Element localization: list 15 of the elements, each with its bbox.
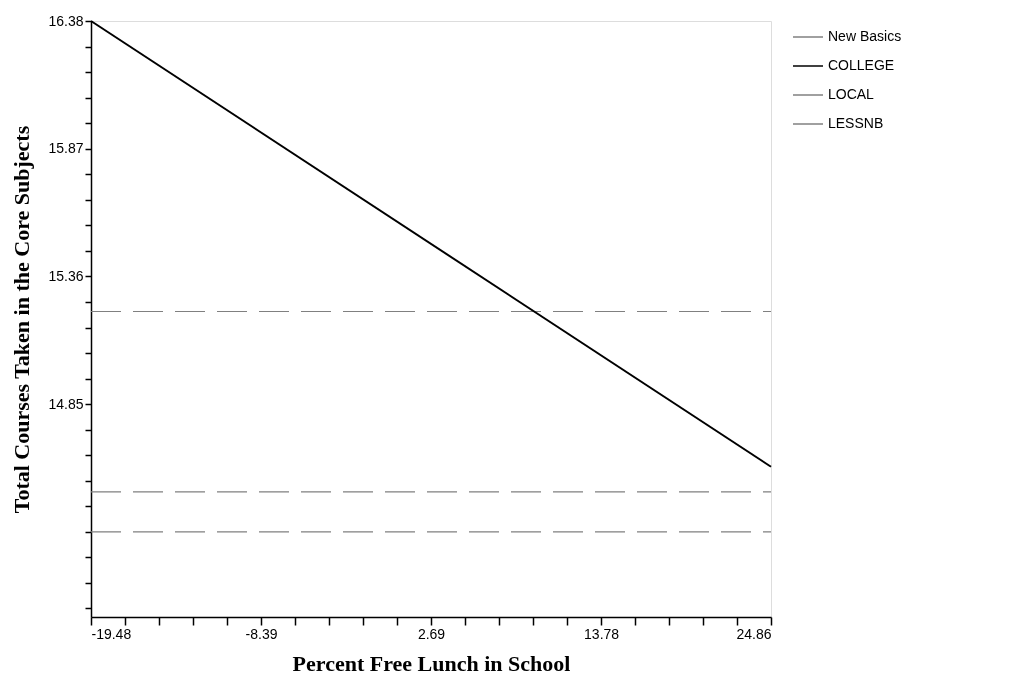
y-axis-title: Total Courses Taken in the Core Subjects (9, 125, 35, 514)
x-tick-label: 2.69 (417, 625, 446, 642)
x-axis-title: Percent Free Lunch in School (292, 650, 571, 676)
legend-label: LOCAL (828, 86, 875, 102)
x-tick-label: -8.39 (245, 625, 278, 642)
x-tick-label: 13.78 (584, 625, 620, 642)
x-tick-label: -19.48 (91, 625, 132, 642)
x-tick-label: 24.86 (736, 625, 772, 642)
legend-label: COLLEGE (828, 57, 895, 73)
y-tick-label: 15.36 (48, 267, 84, 284)
y-tick-label: 14.85 (48, 395, 84, 412)
y-tick-label: 15.87 (48, 140, 84, 157)
legend-label: LESSNB (828, 115, 884, 131)
y-tick-label: 16.38 (48, 12, 84, 29)
legend-label: New Basics (828, 28, 902, 44)
